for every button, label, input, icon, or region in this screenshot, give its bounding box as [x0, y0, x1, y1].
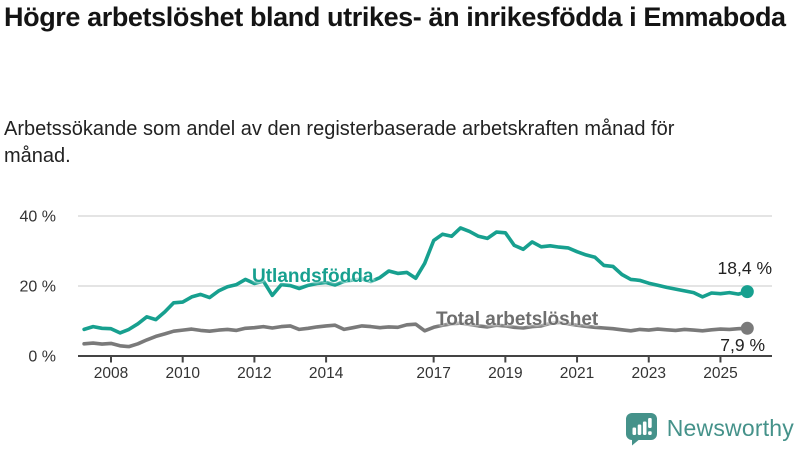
line-chart-svg: 0 % 20 % 40 % 2008 2010 2012 2014 2017 2019 2021 2…: [20, 209, 772, 382]
end-value-total-arbetsloshet: 7,9 %: [720, 335, 765, 355]
newsworthy-chart-bubble-icon: [625, 413, 657, 446]
x-tick-label: 2019: [488, 365, 522, 382]
series-label-total-arbetsloshet: Total arbetslöshet: [436, 309, 599, 330]
x-tick-label: 2023: [632, 365, 666, 382]
newsworthy-logo[interactable]: Newsworthy: [623, 411, 794, 446]
x-tick-label: 2014: [309, 365, 344, 382]
y-tick-label: 0 %: [28, 349, 56, 366]
unemployment-line-chart: 0 % 20 % 40 % 2008 2010 2012 2014 2017 2019 2021 2…: [0, 193, 800, 403]
series-line-utlandsfodda: [82, 226, 750, 335]
newsworthy-brand-text: Newsworthy: [666, 415, 794, 441]
y-tick-label: 40 %: [20, 209, 56, 226]
page-title: Högre arbetslöshet bland utrikes- än inr…: [4, 2, 786, 32]
y-tick-label: 20 %: [20, 279, 56, 296]
x-tick-label: 2017: [416, 365, 450, 382]
end-value-utlandsfodda: 18,4 %: [717, 258, 772, 278]
x-tick-label: 2008: [94, 365, 128, 382]
x-tick-label: 2012: [237, 365, 271, 382]
x-tick-label: 2025: [703, 365, 737, 382]
x-tick-label: 2010: [165, 365, 200, 382]
x-tick-label: 2021: [560, 365, 594, 382]
series-end-dot-utlandsfodda: [740, 285, 754, 299]
series-label-utlandsfodda: Utlandsfödda: [252, 266, 374, 287]
page-subtitle: Arbetssökande som andel av den registerb…: [4, 118, 675, 167]
series-end-dot-total-arbetsloshet: [740, 321, 754, 335]
series-line-total-arbetsloshet: [82, 320, 750, 349]
